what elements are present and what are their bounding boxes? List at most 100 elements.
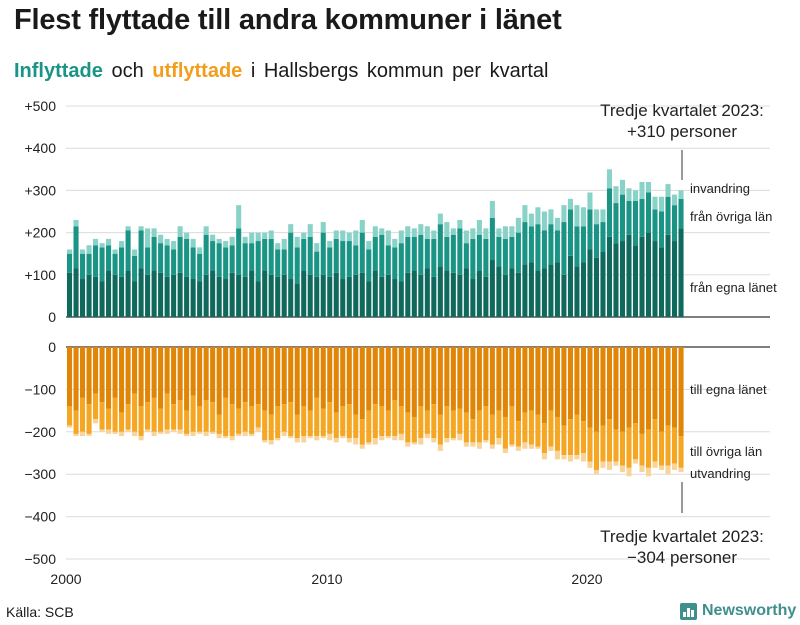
bar-in-2 <box>216 238 222 244</box>
bar-out-2 <box>528 444 534 449</box>
bar-out-2 <box>145 429 151 432</box>
bar-in-2 <box>80 249 86 254</box>
bar-out-1 <box>99 402 105 430</box>
bar-in-0 <box>431 276 437 317</box>
bar-in-0 <box>678 228 684 317</box>
bar-in-0 <box>255 281 261 317</box>
bar-in-0 <box>262 270 268 317</box>
bar-out-0 <box>216 347 222 415</box>
y-tick-label: +300 <box>24 182 56 198</box>
annotations: Tredje kvartalet 2023: +310 personer Tredj… <box>600 101 764 567</box>
bar-in-0 <box>197 281 203 317</box>
bar-out-0 <box>450 347 456 411</box>
bar-out-0 <box>658 347 665 432</box>
bar-in-1 <box>606 188 613 237</box>
bar-in-1 <box>307 236 313 275</box>
bar-in-2 <box>541 211 547 231</box>
bar-in-0 <box>145 274 151 317</box>
bar-in-2 <box>548 209 554 225</box>
bar-out-0 <box>613 347 619 430</box>
bar-in-1 <box>561 222 567 275</box>
bar-in-1 <box>424 238 430 269</box>
bar-in-1 <box>106 245 112 271</box>
bar-out-0 <box>73 347 79 411</box>
bar-out-0 <box>294 347 300 415</box>
bar-out-0 <box>626 347 632 428</box>
bar-in-0 <box>177 272 183 317</box>
bar-out-0 <box>164 347 170 394</box>
bar-out-2 <box>320 436 326 439</box>
y-tick-label: 0 <box>48 339 56 355</box>
bar-in-1 <box>80 253 86 280</box>
bar-in-2 <box>632 190 639 201</box>
bar-out-1 <box>639 433 645 466</box>
bar-in-0 <box>119 276 125 317</box>
bar-in-2 <box>574 205 580 227</box>
bar-in-0 <box>106 270 112 317</box>
bar-in-2 <box>450 228 456 235</box>
bar-in-1 <box>600 222 606 252</box>
bar-in-2 <box>164 238 170 246</box>
bar-out-2 <box>424 433 430 439</box>
bar-out-2 <box>262 440 268 443</box>
bar-in-2 <box>424 226 430 239</box>
bar-out-0 <box>99 347 105 403</box>
bar-out-1 <box>73 410 79 434</box>
bar-in-0 <box>73 268 79 317</box>
bar-out-0 <box>327 347 333 403</box>
bar-out-2 <box>288 436 294 439</box>
bar-in-2 <box>255 232 261 242</box>
bar-in-0 <box>476 270 482 317</box>
bar-out-2 <box>632 459 639 464</box>
bar-out-0 <box>671 347 678 428</box>
x-tick-label: 2010 <box>311 571 342 587</box>
bar-in-1 <box>346 241 352 277</box>
bar-in-0 <box>294 283 300 317</box>
bar-in-2 <box>171 241 177 250</box>
bar-out-2 <box>223 436 229 439</box>
bar-out-0 <box>112 347 118 398</box>
legend-in-label: från egna länet <box>690 280 777 295</box>
bar-in-2 <box>554 217 560 231</box>
bar-in-0 <box>249 270 255 317</box>
bar-in-1 <box>353 245 359 275</box>
bar-out-2 <box>574 455 580 460</box>
bar-in-2 <box>151 228 157 237</box>
bar-out-0 <box>106 347 112 409</box>
bar-in-2 <box>138 226 144 231</box>
bar-out-1 <box>333 412 339 439</box>
bar-out-2 <box>184 433 190 437</box>
bar-in-2 <box>99 243 105 248</box>
bar-in-2 <box>229 236 235 246</box>
bar-in-1 <box>184 238 190 277</box>
bar-out-0 <box>457 347 463 409</box>
bar-out-2 <box>613 461 619 466</box>
bar-in-0 <box>93 276 99 317</box>
bar-out-0 <box>405 347 411 413</box>
bar-in-0 <box>567 255 573 317</box>
bar-out-1 <box>164 393 170 430</box>
bar-in-1 <box>119 247 125 277</box>
bar-out-0 <box>249 347 255 407</box>
bar-out-0 <box>509 347 515 407</box>
bar-in-1 <box>665 196 671 235</box>
bar-out-2 <box>281 431 287 437</box>
bar-out-1 <box>554 416 560 451</box>
bar-out-1 <box>268 414 274 441</box>
bar-in-0 <box>288 279 294 317</box>
bar-in-1 <box>255 241 261 282</box>
bar-in-1 <box>320 232 326 275</box>
subtitle-rest: i Hallsbergs kommun per kvartal <box>250 60 549 82</box>
bar-in-2 <box>476 219 482 235</box>
bar-in-1 <box>379 234 385 277</box>
bar-out-0 <box>301 347 307 407</box>
bar-in-1 <box>294 247 300 284</box>
bar-out-0 <box>522 347 528 413</box>
bar-out-1 <box>580 421 586 453</box>
bar-out-0 <box>86 347 92 405</box>
bar-in-0 <box>385 274 391 317</box>
legend-out-label: till egna länet <box>690 382 767 397</box>
bar-out-1 <box>314 397 320 437</box>
bar-in-1 <box>411 236 417 271</box>
bar-out-2 <box>301 436 307 443</box>
